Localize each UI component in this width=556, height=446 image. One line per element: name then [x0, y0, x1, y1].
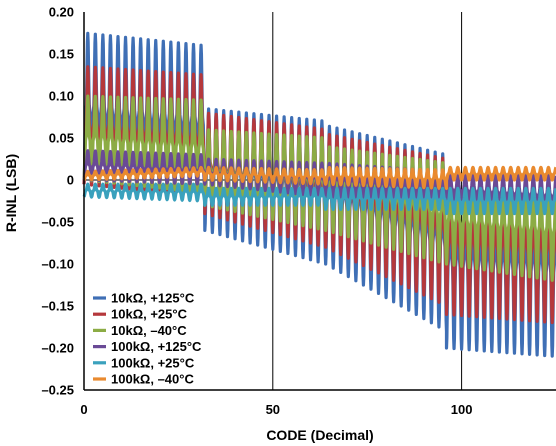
y-tick-label: 0.10 — [49, 89, 74, 104]
legend-label: 10kΩ, +125°C — [111, 291, 195, 306]
y-tick-labels: 0.20 0.15 0.10 0.05 0 –0.05 –0.10 –0.15 –0.20 –0.… — [41, 5, 74, 398]
y-tick-label: –0.20 — [41, 341, 74, 356]
x-tick-labels: 0 50 100 — [80, 402, 472, 417]
y-axis-label: R-INL (LSB) — [3, 154, 19, 232]
legend-background — [88, 284, 226, 384]
series-line — [82, 165, 556, 190]
legend-label: 10kΩ, –40°C — [111, 323, 187, 338]
series-group — [82, 31, 556, 358]
plot-frame — [83, 12, 556, 391]
x-tick-label: 0 — [80, 402, 87, 417]
y-tick-label: –0.25 — [41, 383, 74, 398]
legend-label: 100kΩ, –40°C — [111, 372, 194, 387]
y-tick-label: 0.05 — [49, 131, 74, 146]
y-tick-label: 0.20 — [49, 5, 74, 20]
x-tick-label: 100 — [451, 402, 473, 417]
legend-label: 10kΩ, +25°C — [111, 307, 188, 322]
y-tick-label: –0.15 — [41, 299, 74, 314]
series-line — [82, 182, 556, 216]
y-tick-label: 0.15 — [49, 47, 74, 62]
y-tick-label: –0.10 — [41, 257, 74, 272]
y-tick-label: 0 — [67, 173, 74, 188]
y-tick-label: –0.05 — [41, 215, 74, 230]
x-tick-label: 50 — [266, 402, 280, 417]
x-axis-label: CODE (Decimal) — [266, 427, 373, 443]
legend-label: 100kΩ, +125°C — [111, 339, 202, 354]
legend-label: 100kΩ, +25°C — [111, 355, 195, 370]
